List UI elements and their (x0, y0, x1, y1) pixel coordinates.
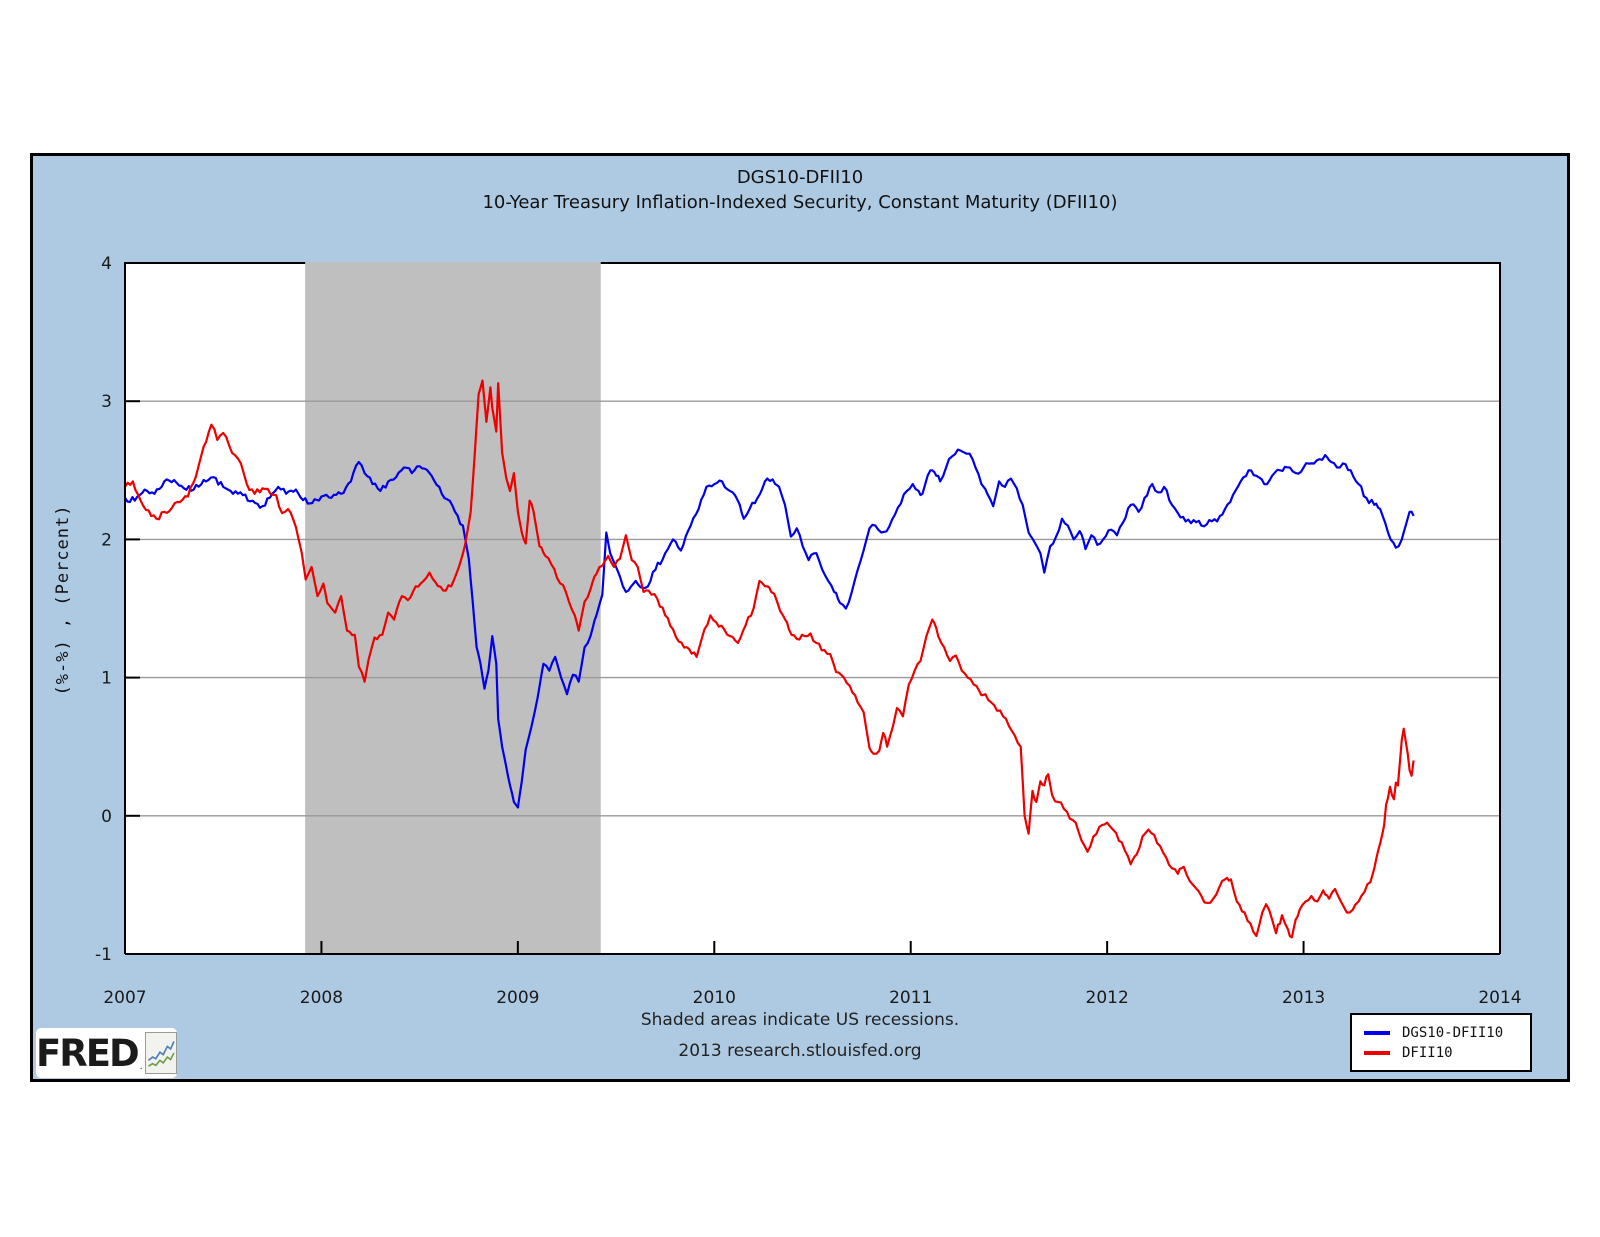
y-axis-title: (%-%) , (Percent) (53, 504, 73, 696)
fred-logo-text: FRED (36, 1031, 140, 1075)
legend-swatch-red-line (1364, 1050, 1390, 1055)
legend-row-dgs10-dfii10: DGS10-DFII10 (1364, 1025, 1530, 1041)
legend-swatch-blue-line (1364, 1030, 1390, 1035)
fred-registered-mark: . (139, 1062, 143, 1072)
recession-note: Shaded areas indicate US recessions. (640, 1010, 960, 1030)
fred-logo-chart-icon (144, 1032, 177, 1074)
chart-header: DGS10-DFII10 10-Year Treasury Inflation-… (30, 166, 1570, 216)
chart-outer-box (30, 153, 1570, 1082)
fred-logo: FRED . (36, 1028, 177, 1078)
legend-row-dfii10: DFII10 (1364, 1045, 1530, 1061)
legend-label-dfii10: DFII10 (1402, 1044, 1453, 1061)
chart-title: DGS10-DFII10 (736, 167, 864, 188)
chart-subtitle: 10-Year Treasury Inflation-Indexed Secur… (482, 192, 1118, 213)
legend-box: DGS10-DFII10 DFII10 (1350, 1013, 1532, 1072)
legend-label-dgs10-dfii10: DGS10-DFII10 (1402, 1024, 1504, 1041)
source-note: 2013 research.stlouisfed.org (678, 1041, 922, 1061)
